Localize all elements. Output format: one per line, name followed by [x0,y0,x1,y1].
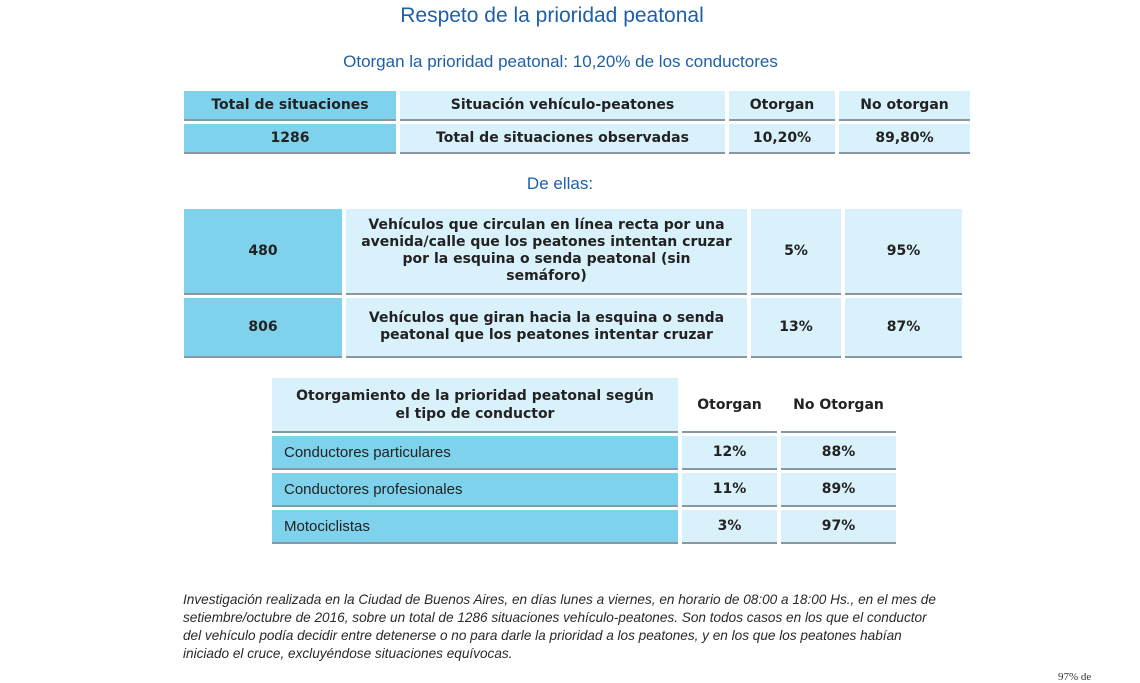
breakdown-heading: De ellas: [526,174,594,193]
driver-row: Conductores profesionales 11% 89% [272,473,896,507]
breakdown-row: 806 Vehículos que giran hacia la esquina… [184,298,962,358]
breakdown-table: 480 Vehículos que circulan en línea rect… [180,206,966,361]
cell-otorgan: 13% [751,298,841,358]
cell-no-otorgan: 97% [781,510,896,544]
header-situacion: Situación vehículo-peatones [400,91,725,121]
methodology-footnote: Investigación realizada en la Ciudad de … [183,592,936,661]
summary-data-row: 1286 Total de situaciones observadas 10,… [184,124,970,154]
cropped-corner-text: 97% de [1058,671,1092,683]
cell-total-label: Total de situaciones observadas [400,124,725,154]
cell-total-no-otorgan: 89,80% [839,124,970,154]
breakdown-row: 480 Vehículos que circulan en línea rect… [184,209,962,295]
cell-otorgan: 11% [682,473,777,507]
page-title: Respeto de la prioridad peatonal [400,4,704,27]
cell-count: 806 [184,298,342,358]
cell-no-otorgan: 88% [781,436,896,470]
driver-header-row: Otorgamiento de la prioridad peatonal se… [272,378,896,433]
header-otorgan: Otorgan [729,91,835,121]
cell-otorgan: 3% [682,510,777,544]
header-total-situaciones: Total de situaciones [184,91,396,121]
header-otorgan: Otorgan [682,378,777,433]
cell-no-otorgan: 89% [781,473,896,507]
cell-count: 480 [184,209,342,295]
cell-no-otorgan: 87% [845,298,962,358]
cell-situation: Vehículos que circulan en línea recta po… [346,209,747,295]
cell-driver-type: Conductores particulares [272,436,678,470]
cell-driver-type: Motociclistas [272,510,678,544]
cell-total-count: 1286 [184,124,396,154]
page-subtitle: Otorgan la prioridad peatonal: 10,20% de… [343,52,778,71]
cell-no-otorgan: 95% [845,209,962,295]
header-driver-type: Otorgamiento de la prioridad peatonal se… [272,378,678,433]
cell-situation: Vehículos que giran hacia la esquina o s… [346,298,747,358]
header-no-otorgan: No otorgan [839,91,970,121]
cell-otorgan: 5% [751,209,841,295]
driver-row: Conductores particulares 12% 88% [272,436,896,470]
cell-otorgan: 12% [682,436,777,470]
header-no-otorgan: No Otorgan [781,378,896,433]
driver-row: Motociclistas 3% 97% [272,510,896,544]
driver-type-table: Otorgamiento de la prioridad peatonal se… [268,375,900,547]
cell-total-otorgan: 10,20% [729,124,835,154]
summary-header-row: Total de situaciones Situación vehículo-… [184,91,970,121]
cell-driver-type: Conductores profesionales [272,473,678,507]
summary-table: Total de situaciones Situación vehículo-… [180,88,974,157]
